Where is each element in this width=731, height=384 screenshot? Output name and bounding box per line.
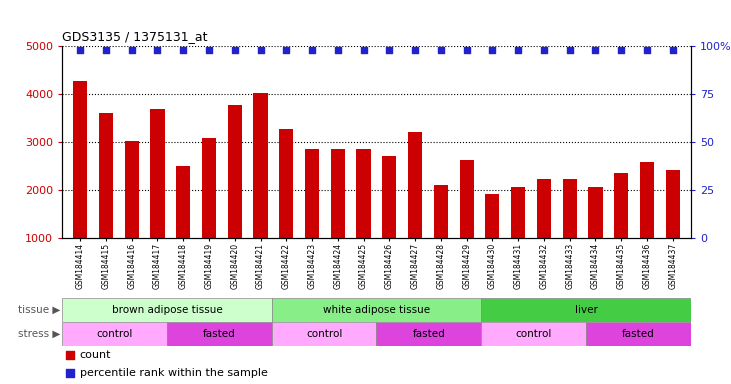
Bar	[357, 149, 371, 238]
Text: fasted: fasted	[203, 329, 235, 339]
Point	[203, 47, 215, 53]
Point	[512, 47, 524, 53]
Bar	[272, 298, 481, 322]
Bar	[254, 93, 268, 238]
Point	[229, 47, 240, 53]
Point	[590, 47, 602, 53]
Bar	[481, 298, 691, 322]
Point	[439, 134, 451, 140]
Point	[616, 47, 627, 53]
Text: tissue ▶: tissue ▶	[18, 305, 61, 315]
Point	[357, 47, 369, 53]
Bar	[640, 162, 654, 238]
Point	[384, 47, 395, 53]
Bar	[272, 322, 376, 346]
Text: fasted: fasted	[622, 329, 655, 339]
Point	[461, 47, 472, 53]
Text: GDS3135 / 1375131_at: GDS3135 / 1375131_at	[62, 30, 208, 43]
Point	[75, 47, 86, 53]
Bar	[408, 132, 423, 238]
Point	[435, 47, 447, 53]
Point	[487, 47, 499, 53]
Point	[564, 47, 575, 53]
Bar	[99, 113, 113, 238]
Bar	[124, 141, 139, 238]
Bar	[176, 166, 190, 238]
Text: stress ▶: stress ▶	[18, 329, 61, 339]
Text: percentile rank within the sample: percentile rank within the sample	[80, 367, 268, 377]
Bar	[62, 322, 167, 346]
Point	[178, 47, 189, 53]
Bar	[666, 170, 680, 238]
Text: fasted: fasted	[412, 329, 445, 339]
Bar	[382, 156, 396, 238]
Text: brown adipose tissue: brown adipose tissue	[112, 305, 222, 315]
Bar	[614, 173, 629, 238]
Bar	[586, 322, 691, 346]
Text: control: control	[96, 329, 133, 339]
Point	[100, 47, 112, 53]
Bar	[460, 160, 474, 238]
Bar	[73, 81, 87, 238]
Bar	[563, 179, 577, 238]
Text: white adipose tissue: white adipose tissue	[323, 305, 430, 315]
Text: count: count	[80, 350, 111, 360]
Bar	[481, 322, 586, 346]
Text: control: control	[515, 329, 552, 339]
Point	[409, 47, 421, 53]
Text: control: control	[306, 329, 342, 339]
Bar	[330, 149, 345, 238]
Bar	[537, 179, 551, 238]
Bar	[202, 138, 216, 238]
Point	[641, 47, 653, 53]
Bar	[279, 129, 293, 238]
Point	[126, 47, 137, 53]
Point	[254, 47, 266, 53]
Bar	[62, 298, 272, 322]
Bar	[588, 187, 602, 238]
Point	[281, 47, 292, 53]
Bar	[511, 187, 526, 238]
Bar	[151, 109, 164, 238]
Point	[439, 291, 451, 297]
Point	[538, 47, 550, 53]
Point	[332, 47, 344, 53]
Bar	[167, 322, 272, 346]
Bar	[305, 149, 319, 238]
Bar	[433, 185, 448, 238]
Text: liver: liver	[575, 305, 597, 315]
Point	[667, 47, 678, 53]
Bar	[485, 194, 499, 238]
Bar	[227, 105, 242, 238]
Point	[151, 47, 163, 53]
Point	[306, 47, 318, 53]
Bar	[376, 322, 481, 346]
